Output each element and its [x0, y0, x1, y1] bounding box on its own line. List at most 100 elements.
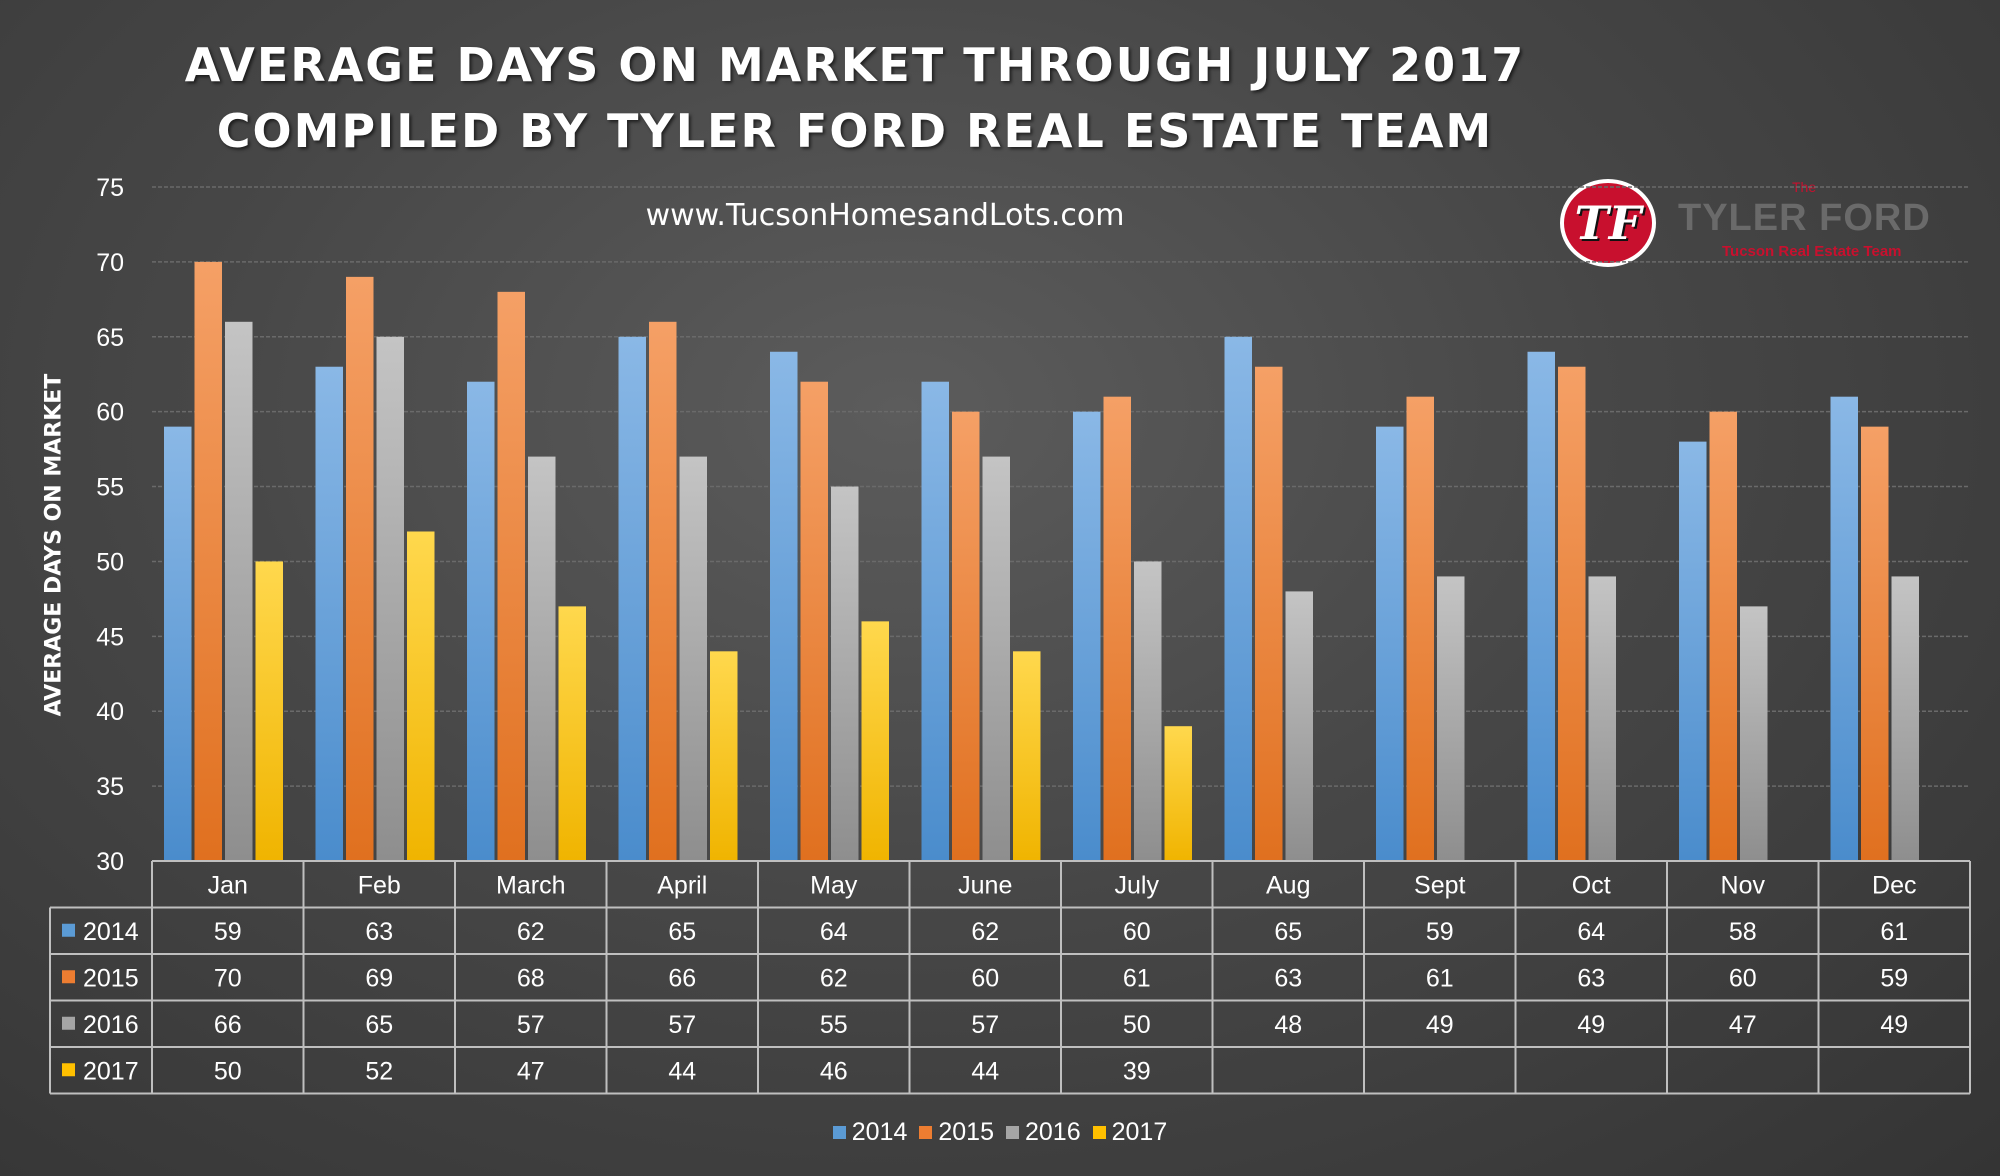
y-tick-label: 45 [96, 623, 124, 651]
series-swatch-2016 [62, 1016, 75, 1030]
table-cell: 61 [1123, 964, 1151, 992]
table-cell: 66 [668, 964, 696, 992]
category-label: Sept [1414, 871, 1465, 899]
y-tick-label: 35 [96, 773, 124, 801]
table-cell: 57 [971, 1011, 999, 1039]
logo-monogram-badge: TF [1560, 179, 1656, 267]
category-label: Jan [208, 871, 248, 899]
table-cell: 49 [1426, 1011, 1454, 1039]
category-label: March [496, 871, 565, 899]
bar-2016 [1285, 591, 1313, 861]
bar-2015 [1861, 426, 1889, 861]
table-cell: 64 [1577, 918, 1605, 946]
legend-label: 2016 [1025, 1118, 1081, 1146]
table-cell: 66 [214, 1011, 242, 1039]
bar-2014 [921, 381, 949, 861]
bar-2014 [770, 351, 798, 861]
table-cell: 62 [517, 918, 545, 946]
series-swatch-2014 [62, 923, 75, 937]
bar-2017 [710, 651, 738, 861]
table-cell: 48 [1274, 1011, 1302, 1039]
bar-2017 [1013, 651, 1041, 861]
table-cell: 47 [1729, 1011, 1757, 1039]
table-cell: 62 [971, 918, 999, 946]
title-line-2: COMPILED BY TYLER FORD REAL ESTATE TEAM [216, 104, 1494, 158]
y-tick-label: 30 [96, 848, 124, 876]
table-cell: 55 [820, 1011, 848, 1039]
legend-item-2017: 2017 [1092, 1118, 1167, 1147]
bar-2015 [1558, 366, 1586, 861]
category-label: Aug [1266, 871, 1310, 899]
bar-2014 [1679, 441, 1707, 861]
bar-2015 [1255, 366, 1283, 861]
series-swatch-2015 [62, 970, 75, 984]
table-cell: 61 [1880, 918, 1908, 946]
y-tick-label: 55 [96, 474, 124, 502]
y-tick-label: 70 [96, 249, 124, 277]
table-cell: 50 [214, 1057, 242, 1085]
legend-label: 2015 [938, 1118, 994, 1146]
bar-2016 [831, 486, 859, 861]
table-cell: 63 [1274, 964, 1302, 992]
bar-2014 [164, 426, 192, 861]
table-cell: 59 [1426, 918, 1454, 946]
table-cell: 60 [971, 964, 999, 992]
bar-2017 [558, 606, 586, 861]
table-cell: 59 [214, 918, 242, 946]
category-label: Dec [1872, 871, 1916, 899]
table-cell: 60 [1123, 918, 1151, 946]
bar-2017 [861, 621, 889, 861]
table-cell: 61 [1426, 964, 1454, 992]
bar-2014 [315, 366, 343, 861]
legend-item-2016: 2016 [1006, 1118, 1081, 1147]
table-cell: 70 [214, 964, 242, 992]
bar-2015 [194, 261, 222, 861]
bar-2016 [376, 336, 404, 861]
table-cell: 65 [1274, 918, 1302, 946]
category-label: Nov [1721, 871, 1766, 899]
series-label-2016: 2016 [83, 1011, 139, 1039]
table-cell: 49 [1880, 1011, 1908, 1039]
bar-2014 [1376, 426, 1404, 861]
series-label-2015: 2015 [83, 964, 139, 992]
bar-2014 [1527, 351, 1555, 861]
table-cell: 63 [1577, 964, 1605, 992]
bar-2015 [497, 291, 525, 861]
bar-2014 [1224, 336, 1252, 861]
category-label: Oct [1572, 871, 1611, 899]
y-tick-label: 40 [96, 698, 124, 726]
category-label: April [657, 871, 707, 899]
table-cell: 44 [971, 1057, 999, 1085]
table-cell: 52 [365, 1057, 393, 1085]
bar-2016 [982, 456, 1010, 861]
table-cell: 47 [517, 1057, 545, 1085]
legend-swatch [919, 1126, 933, 1139]
tyler-ford-logo: TF The TYLER FORD Tucson Real Estate Tea… [1560, 175, 1960, 275]
bar-2016 [1437, 576, 1465, 861]
bar-2017 [255, 561, 283, 861]
series-swatch-2017 [62, 1063, 75, 1077]
table-cell: 65 [365, 1011, 393, 1039]
bar-2016 [679, 456, 707, 861]
legend-swatch [1092, 1126, 1106, 1139]
table-cell: 65 [668, 918, 696, 946]
table-cell: 49 [1577, 1011, 1605, 1039]
table-cell: 39 [1123, 1057, 1151, 1085]
y-tick-label: 75 [96, 174, 124, 202]
bar-2014 [618, 336, 646, 861]
bar-2016 [1740, 606, 1768, 861]
legend-swatch [832, 1126, 846, 1139]
y-tick-label: 65 [96, 324, 124, 352]
logo-monogram: TF [1574, 196, 1642, 250]
bar-2015 [1406, 396, 1434, 861]
bar-2014 [1830, 396, 1858, 861]
bar-2014 [467, 381, 495, 861]
logo-subtitle: Tucson Real Estate Team [1722, 243, 1902, 260]
table-cell: 68 [517, 964, 545, 992]
table-cell: 60 [1729, 964, 1757, 992]
logo-name: TYLER FORD [1678, 197, 1931, 239]
category-label: June [958, 871, 1012, 899]
bar-2017 [407, 531, 435, 861]
bar-2016 [1588, 576, 1616, 861]
